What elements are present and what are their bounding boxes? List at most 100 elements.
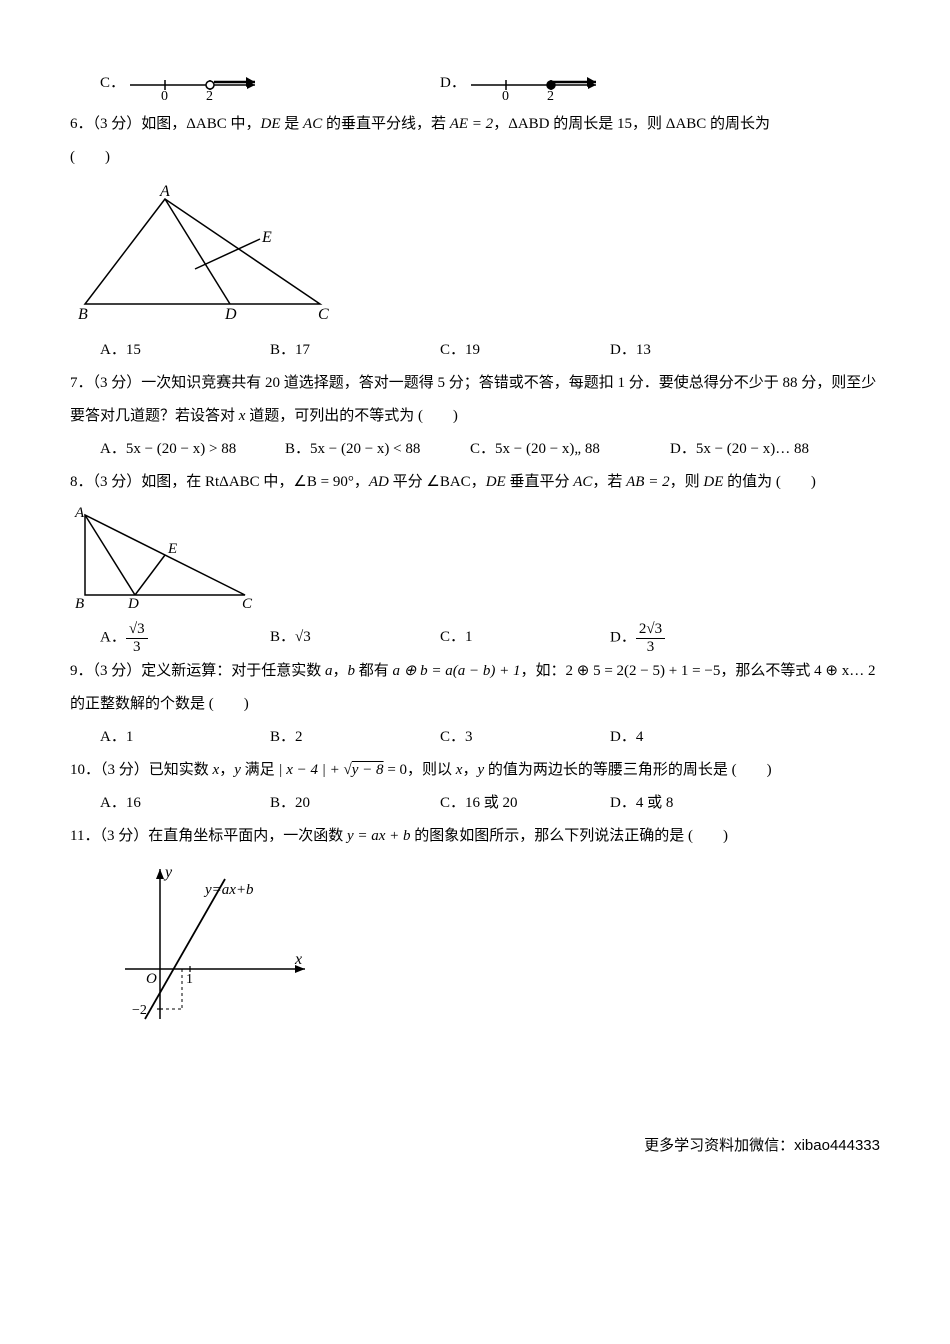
- svg-text:2: 2: [206, 89, 213, 100]
- q8-opt-c: C．1: [440, 621, 610, 655]
- q7-opt-b: B．5x − (20 − x) < 88: [285, 433, 470, 466]
- q8-ta: 8．（3 分）如图，在 RtΔABC 中，: [70, 474, 293, 490]
- q8-tc: 平分: [389, 474, 427, 490]
- q9-b: b: [348, 663, 356, 679]
- svg-text:2: 2: [547, 89, 554, 100]
- q7-opt-c: C．5x − (20 − x)„ 88: [470, 433, 670, 466]
- q9-ineq-l: 4 ⊕ x: [814, 663, 849, 679]
- q8-ac: AC: [573, 474, 592, 490]
- q9-td: ，如：: [520, 663, 565, 679]
- q9-ex: 2 ⊕ 5 = 2(2 − 5) + 1 = −5: [566, 663, 721, 679]
- q10-opt-c: C．16 或 20: [440, 787, 610, 820]
- q7-text-b: 道题，可列出的不等式为 ( ): [245, 408, 458, 424]
- q8-figure: A B C D E: [70, 505, 880, 615]
- q8-text: 8．（3 分）如图，在 RtΔABC 中，∠B = 90° ， AD 平分 ∠BAC…: [70, 466, 880, 499]
- q6-tri: ΔABC: [186, 116, 227, 132]
- q6-text-a: 6．（3 分）如图，: [70, 116, 186, 132]
- q11-fn: y = ax + b: [347, 828, 411, 844]
- q8-ad: AD: [369, 474, 389, 490]
- q6-figure: A B C D E: [70, 184, 880, 324]
- q6-text-e: ，: [493, 116, 508, 132]
- number-line-closed-icon: 0 2: [466, 60, 616, 100]
- q7-text: 7．（3 分）一次知识竞赛共有 20 道选择题，答对一题得 5 分；答错或不答，…: [70, 367, 880, 433]
- svg-text:O: O: [146, 971, 157, 987]
- svg-text:1: 1: [186, 972, 193, 987]
- q9-opt-b: B．2: [270, 721, 440, 754]
- q10-expr-l: | x − 4 | +: [278, 762, 343, 778]
- q10-te: ，: [462, 762, 477, 778]
- q6-text-b: 中，: [227, 116, 261, 132]
- svg-text:D: D: [127, 596, 139, 612]
- q5-options-row: C． 0 2 D．: [70, 60, 880, 100]
- svg-text:x: x: [294, 951, 302, 968]
- q6-opt-b: B．17: [270, 334, 440, 367]
- q9-opt-a: A．1: [100, 721, 270, 754]
- svg-text:E: E: [261, 229, 272, 246]
- q10-ta: 10．（3 分）已知实数: [70, 762, 213, 778]
- q9-options: A．1 B．2 C．3 D．4: [100, 721, 880, 754]
- q6-ac: AC: [303, 116, 322, 132]
- q10-opt-d: D．4 或 8: [610, 787, 780, 820]
- q11-text: 11．（3 分）在直角坐标平面内，一次函数 y = ax + b 的图象如图所示…: [70, 820, 880, 853]
- svg-text:E: E: [167, 541, 177, 557]
- q7-text-a: 7．（3 分）一次知识竞赛共有 20 道选择题，答对一题得 5 分；答错或不答，…: [70, 375, 876, 424]
- q10-tf: 的值为两边长的等腰三角形的周长是 ( ): [484, 762, 772, 778]
- q8-opt-a: A．√33: [100, 621, 270, 655]
- q11-figure: y x y=ax+b O 1 −2: [110, 859, 880, 1029]
- svg-text:A: A: [74, 505, 85, 521]
- q8-de2: DE: [703, 474, 723, 490]
- q7-opt-d: D．5x − (20 − x)… 88: [670, 433, 855, 466]
- q6-opt-d: D．13: [610, 334, 780, 367]
- q6-text-c: 是: [281, 116, 304, 132]
- q9-text: 9．（3 分）定义新运算：对于任意实数 a，b 都有 a ⊕ b = a(a −…: [70, 655, 880, 721]
- q8-opt-d: D．2√33: [610, 621, 780, 655]
- q7-options: A．5x − (20 − x) > 88 B．5x − (20 − x) < 8…: [100, 433, 880, 466]
- q9-te: ，那么不等式: [720, 663, 814, 679]
- q7-opt-a: A．5x − (20 − x) > 88: [100, 433, 285, 466]
- q8-bac: ∠BAC: [426, 474, 470, 490]
- q5-c-label: C．: [100, 67, 125, 100]
- svg-text:y: y: [163, 864, 173, 881]
- q11-tb: 的图象如图所示，那么下列说法正确的是 ( ): [411, 828, 729, 844]
- q9-a: a: [325, 663, 333, 679]
- svg-text:D: D: [224, 306, 237, 323]
- q9-opt-d: D．4: [610, 721, 780, 754]
- q9-def: a ⊕ b = a(a − b) + 1: [393, 663, 521, 679]
- q8-te: 垂直平分: [506, 474, 574, 490]
- footer-text: 更多学习资料加微信：xibao444333: [70, 1129, 880, 1162]
- q10-sqrt-in: y − 8: [352, 762, 384, 778]
- q8-th: 的值为 ( ): [723, 474, 816, 490]
- q9-tc: 都有: [355, 663, 393, 679]
- q9-le: …: [849, 663, 864, 679]
- q6-abd: ΔABD: [508, 116, 549, 132]
- q5-opt-c: C． 0 2: [100, 60, 440, 100]
- q10-opt-b: B．20: [270, 787, 440, 820]
- q9-tb: ，: [333, 663, 348, 679]
- q6-options: A．15 B．17 C．19 D．13: [100, 334, 880, 367]
- q10-expr-r: = 0: [384, 762, 407, 778]
- q6-text-f: 的周长是 15，则: [550, 116, 666, 132]
- q9-tf: 的正整数解的个数是 ( ): [70, 696, 249, 712]
- svg-text:C: C: [318, 306, 329, 323]
- q11-ta: 11．（3 分）在直角坐标平面内，一次函数: [70, 828, 347, 844]
- q9-ta: 9．（3 分）定义新运算：对于任意实数: [70, 663, 325, 679]
- q6-paren: ( ): [70, 141, 880, 174]
- svg-text:C: C: [242, 596, 253, 612]
- svg-text:0: 0: [502, 89, 509, 100]
- svg-text:0: 0: [161, 89, 168, 100]
- q8-ang: ∠B = 90°: [293, 474, 353, 490]
- q8-ab: AB = 2: [626, 474, 669, 490]
- svg-text:−2: −2: [132, 1003, 147, 1018]
- q6-opt-c: C．19: [440, 334, 610, 367]
- q5-d-label: D．: [440, 67, 466, 100]
- q8-options: A．√33 B．√3 C．1 D．2√33: [100, 621, 880, 655]
- q8-td: ，: [471, 474, 486, 490]
- q10-y: y: [234, 762, 241, 778]
- q6-de: DE: [261, 116, 281, 132]
- q10-options: A．16 B．20 C．16 或 20 D．4 或 8: [100, 787, 880, 820]
- q10-opt-a: A．16: [100, 787, 270, 820]
- number-line-open-icon: 0 2: [125, 60, 275, 100]
- q6-text: 6．（3 分）如图，ΔABC 中，DE 是 AC 的垂直平分线，若 AE = 2…: [70, 108, 880, 141]
- q10-td: ，则以: [407, 762, 456, 778]
- q6-abc: ΔABC: [666, 116, 707, 132]
